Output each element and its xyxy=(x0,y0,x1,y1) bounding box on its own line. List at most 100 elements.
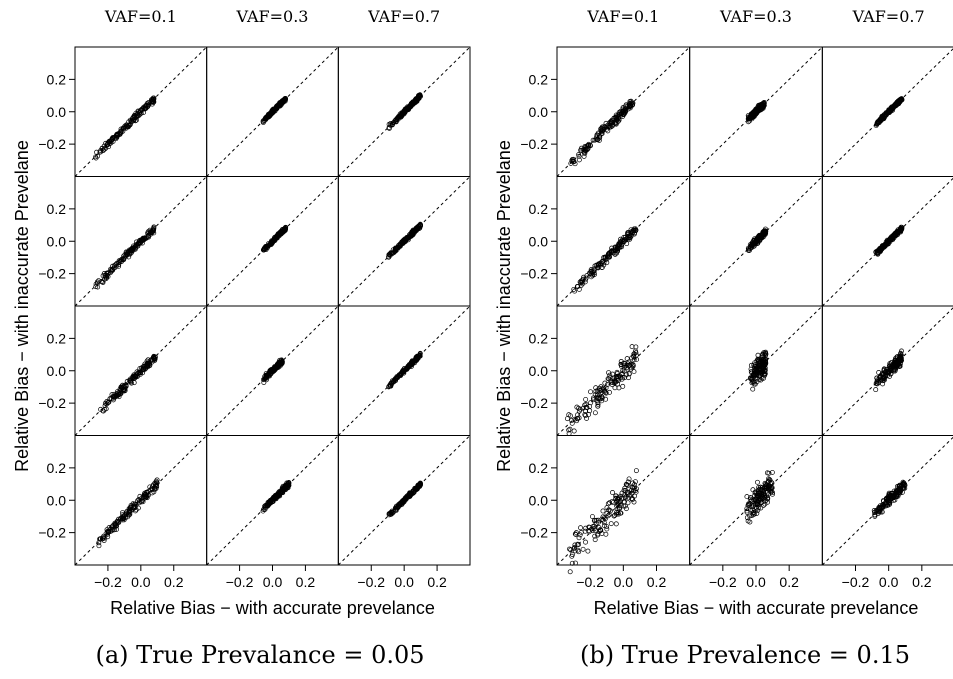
data-point xyxy=(893,102,899,107)
data-point xyxy=(595,401,601,407)
data-point xyxy=(744,508,750,514)
data-point xyxy=(263,245,269,251)
data-point xyxy=(597,135,602,141)
data-point xyxy=(128,379,134,385)
data-point xyxy=(893,233,899,238)
data-point xyxy=(613,112,619,118)
data-point xyxy=(413,226,419,232)
data-point xyxy=(602,380,608,386)
data-point xyxy=(129,245,135,251)
data-point xyxy=(883,503,889,509)
data-point xyxy=(618,238,624,244)
data-point xyxy=(606,507,612,513)
data-point xyxy=(142,106,147,112)
data-point xyxy=(627,103,633,109)
y-axis-label: Relative Bias − with inaccurate Prevelan… xyxy=(494,140,514,472)
data-point xyxy=(762,494,768,500)
data-point xyxy=(882,501,887,507)
data-point xyxy=(604,260,610,266)
data-point xyxy=(609,117,615,123)
data-point xyxy=(95,284,101,290)
data-point xyxy=(607,375,613,381)
column-label: VAF=0.3 xyxy=(236,7,309,26)
data-point xyxy=(752,239,758,245)
data-point xyxy=(631,482,637,487)
x-tick-label: 0.2 xyxy=(779,574,799,590)
data-point xyxy=(878,245,884,251)
data-point xyxy=(591,523,597,529)
data-point xyxy=(110,397,116,403)
data-point xyxy=(141,109,147,115)
data-point xyxy=(617,493,623,499)
data-point xyxy=(570,156,576,162)
data-point xyxy=(579,278,585,284)
data-point xyxy=(764,482,770,488)
data-point xyxy=(611,513,617,519)
data-point xyxy=(583,539,588,545)
data-point xyxy=(567,546,572,552)
y-tick-label: 0.0 xyxy=(529,363,549,379)
data-point xyxy=(569,417,575,423)
data-point xyxy=(598,384,604,390)
data-point xyxy=(123,382,129,388)
data-point xyxy=(759,485,765,491)
column-label: VAF=0.7 xyxy=(367,7,440,26)
y-tick-label: 0.2 xyxy=(529,201,549,217)
data-point xyxy=(761,104,766,110)
data-point xyxy=(632,479,638,485)
column-label: VAF=0.1 xyxy=(586,7,659,26)
data-point xyxy=(613,496,619,502)
data-point xyxy=(144,100,150,106)
data-point xyxy=(599,386,605,392)
data-point xyxy=(136,500,142,506)
data-point xyxy=(751,510,757,516)
data-point xyxy=(575,284,581,289)
data-point xyxy=(877,505,883,511)
data-point xyxy=(762,483,768,489)
data-point xyxy=(96,540,102,546)
data-point xyxy=(407,492,413,497)
data-point xyxy=(600,124,606,130)
data-point xyxy=(615,246,621,252)
data-point xyxy=(113,523,119,529)
data-point xyxy=(770,491,775,497)
data-point xyxy=(749,504,755,510)
data-point xyxy=(889,362,895,368)
data-point xyxy=(619,371,625,377)
data-point xyxy=(884,497,890,503)
data-point xyxy=(748,366,754,372)
data-point xyxy=(576,542,582,548)
data-point xyxy=(389,122,395,127)
data-point xyxy=(603,257,609,263)
column-label: VAF=0.7 xyxy=(852,7,925,26)
data-point xyxy=(122,252,128,258)
data-point xyxy=(600,508,606,514)
data-point xyxy=(603,389,608,395)
data-point xyxy=(116,520,122,525)
data-point xyxy=(891,493,897,499)
data-point xyxy=(597,527,603,533)
data-point xyxy=(891,367,897,372)
data-point xyxy=(589,514,595,520)
data-point xyxy=(582,528,588,534)
data-point xyxy=(586,524,592,530)
x-tick-label: 0.2 xyxy=(647,574,667,590)
subfigure-caption: (b) True Prevalence = 0.15 xyxy=(580,641,910,669)
data-point xyxy=(586,528,592,534)
data-point xyxy=(107,270,113,276)
data-point xyxy=(116,394,122,400)
data-point xyxy=(632,484,638,490)
data-point xyxy=(401,368,407,374)
data-point xyxy=(586,412,592,417)
y-tick-label: 0.0 xyxy=(47,104,67,120)
data-point xyxy=(876,119,882,125)
data-point xyxy=(136,369,142,375)
data-point xyxy=(753,107,759,113)
y-tick-label: −0.2 xyxy=(38,525,66,541)
data-point xyxy=(400,110,406,116)
subfigure-caption: (a) True Prevalance = 0.05 xyxy=(95,641,424,669)
data-point xyxy=(756,484,762,490)
data-point xyxy=(599,516,605,522)
data-point xyxy=(766,470,772,476)
data-point xyxy=(752,493,758,499)
